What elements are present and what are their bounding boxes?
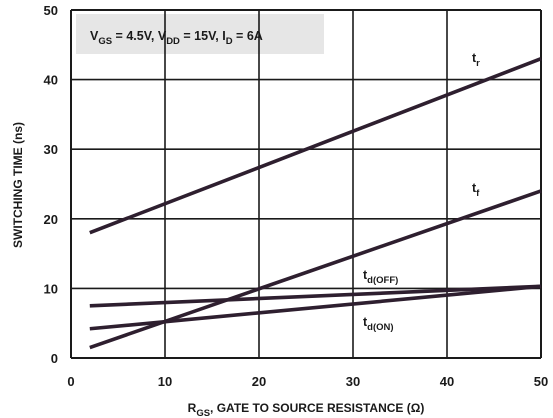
series-line-don [89, 284, 542, 331]
y-tick-labels: 0 10 20 30 40 50 [44, 3, 58, 366]
x-tick-label: 0 [67, 374, 74, 389]
y-tick-label: 0 [51, 351, 58, 366]
y-tick-label: 30 [44, 142, 58, 157]
series-label-don: td(ON) [363, 315, 394, 333]
x-tick-label: 20 [252, 374, 266, 389]
y-tick-label: 40 [44, 73, 58, 88]
series-label-doff: td(OFF) [363, 268, 398, 286]
x-tick-label: 40 [440, 374, 454, 389]
y-axis-label: SWITCHING TIME (ns) [11, 122, 25, 248]
x-tick-label: 10 [158, 374, 172, 389]
x-tick-label: 30 [346, 374, 360, 389]
condition-box [76, 14, 324, 54]
x-tick-label: 50 [534, 374, 548, 389]
series-label-f: tf [472, 181, 480, 199]
series-line-r [89, 57, 542, 235]
series-label-r: tr [472, 51, 480, 69]
y-tick-label: 20 [44, 212, 58, 227]
y-tick-label: 10 [44, 281, 58, 296]
conditions-text: VGS = 4.5V, VDD = 15V, ID = 6A [90, 29, 263, 47]
x-axis-label: RGS, GATE TO SOURCE RESISTANCE (Ω) [188, 401, 425, 418]
grid [70, 9, 542, 359]
series-line-doff [89, 284, 542, 308]
x-tick-labels: 0 10 20 30 40 50 [67, 374, 548, 389]
y-tick-label: 50 [44, 3, 58, 18]
series-labels: tr tf td(OFF) td(ON) [363, 51, 480, 333]
series-lines [89, 57, 542, 350]
